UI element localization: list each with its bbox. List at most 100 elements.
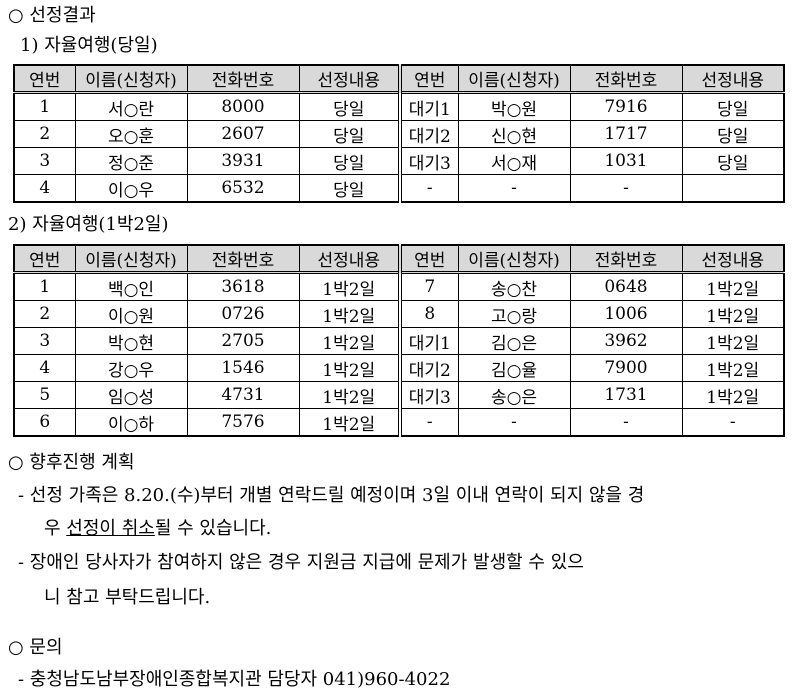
plan-line: 우 선정이 취소될 수 있습니다.	[44, 518, 271, 540]
table-cell: 이○원	[74, 300, 188, 328]
table-cell: 8	[398, 300, 459, 328]
table-cell: -	[569, 174, 683, 203]
table-cell: 1박2일	[681, 300, 785, 328]
table-cell: -	[569, 408, 683, 437]
table-cell: 대기3	[398, 147, 459, 175]
table-cell: 1731	[569, 381, 683, 409]
table-cell: 1박2일	[298, 300, 401, 328]
table-cell: 신○현	[457, 120, 571, 148]
table-cell: 대기2	[398, 354, 459, 382]
table-cell: 1	[13, 92, 76, 121]
table-cell: 1박2일	[681, 381, 785, 409]
table-cell: 2	[13, 300, 76, 328]
table-day-trip: 연번 이름(신청자) 전화번호 선정내용 연번 이름(신청자) 전화번호 선정내용 1 서○란 80…	[13, 64, 785, 203]
table-cell: 이○우	[74, 174, 188, 203]
table-cell: 4	[13, 354, 76, 382]
table-cell: 2705	[186, 327, 300, 355]
table-cell: 3931	[186, 147, 300, 175]
column-header: 이름(신청자)	[457, 64, 571, 94]
column-header: 선정내용	[681, 64, 785, 94]
text: 될 수 있습니다.	[154, 518, 272, 539]
table-cell: 당일	[681, 120, 785, 148]
table-cell: -	[457, 174, 571, 203]
table-cell: 당일	[298, 92, 401, 121]
column-header: 선정내용	[681, 244, 785, 274]
table-cell: 임○성	[74, 381, 188, 409]
table-cell: 당일	[298, 147, 401, 175]
column-header: 전화번호	[186, 244, 300, 274]
table-cell: 대기1	[398, 92, 459, 121]
table-row: 2 오○훈 2607 당일 대기2 신○현 1717 당일	[13, 120, 785, 148]
column-header: 전화번호	[186, 64, 300, 94]
table-cell: 3962	[569, 327, 683, 355]
table-cell: 당일	[298, 174, 401, 203]
column-header: 이름(신청자)	[74, 244, 188, 274]
text: 우	[44, 518, 67, 539]
section-title-inquiry: ○ 문의	[8, 637, 63, 658]
plan-line: - 선정 가족은 8.20.(수)부터 개별 연락드릴 예정이며 3일 이내 연…	[18, 485, 645, 506]
table-cell: 1박2일	[298, 272, 401, 301]
table-row: 3 박○현 2705 1박2일 대기1 김○은 3962 1박2일	[13, 327, 785, 355]
table-cell: 1박2일	[681, 272, 785, 301]
table-row: 3 정○준 3931 당일 대기3 서○재 1031 당일	[13, 147, 785, 175]
table-cell: 1546	[186, 354, 300, 382]
column-header: 연번	[13, 244, 76, 274]
table-cell: 1박2일	[298, 408, 401, 437]
header-row: 연번 이름(신청자) 전화번호 선정내용 연번 이름(신청자) 전화번호 선정내용	[13, 64, 785, 94]
section-title-results: ○ 선정결과	[8, 5, 96, 26]
table-cell: -	[398, 408, 459, 437]
table-cell: 6532	[186, 174, 300, 203]
underlined-text: 선정이 취소	[66, 518, 155, 539]
table-cell: 7576	[186, 408, 300, 437]
table-cell: 3	[13, 147, 76, 175]
table-cell: 1	[13, 272, 76, 301]
table-cell: 이○하	[74, 408, 188, 437]
table-row: 5 임○성 4731 1박2일 대기3 송○은 1731 1박2일	[13, 381, 785, 409]
table-cell: 4	[13, 174, 76, 203]
table-cell: 4731	[186, 381, 300, 409]
table-cell: 1006	[569, 300, 683, 328]
table-cell: 백○인	[74, 272, 188, 301]
table-cell: 2	[13, 120, 76, 148]
table-cell: 고○랑	[457, 300, 571, 328]
table-cell: 1박2일	[681, 354, 785, 382]
table-cell: 1717	[569, 120, 683, 148]
table-cell: 0726	[186, 300, 300, 328]
table-cell: 8000	[186, 92, 300, 121]
table-cell: 당일	[681, 147, 785, 175]
column-header: 전화번호	[569, 64, 683, 94]
table-cell: -	[398, 174, 459, 203]
column-header: 이름(신청자)	[457, 244, 571, 274]
table-cell: 3618	[186, 272, 300, 301]
column-header: 연번	[398, 244, 459, 274]
table-cell: 당일	[681, 92, 785, 121]
section-title-plan: ○ 향후진행 계획	[8, 452, 135, 473]
plan-line: 니 참고 부탁드립니다.	[44, 587, 211, 608]
table-cell: 송○찬	[457, 272, 571, 301]
table-cell: 대기1	[398, 327, 459, 355]
table-cell: 6	[13, 408, 76, 437]
table-cell: 1박2일	[681, 327, 785, 355]
column-header: 전화번호	[569, 244, 683, 274]
table-cell: 1박2일	[298, 354, 401, 382]
table-cell: 7900	[569, 354, 683, 382]
plan-line: - 장애인 당사자가 참여하지 않은 경우 지원금 지급에 문제가 발생할 수 …	[18, 552, 584, 573]
table2-title: 2) 자율여행(1박2일)	[8, 214, 169, 235]
column-header: 연번	[13, 64, 76, 94]
table-row: 4 강○우 1546 1박2일 대기2 김○율 7900 1박2일	[13, 354, 785, 382]
table-cell: 대기2	[398, 120, 459, 148]
table-cell: 당일	[298, 120, 401, 148]
table-row: 1 백○인 3618 1박2일 7 송○찬 0648 1박2일	[13, 272, 785, 301]
column-header: 연번	[398, 64, 459, 94]
column-header: 이름(신청자)	[74, 64, 188, 94]
table-cell: 1박2일	[298, 381, 401, 409]
header-row: 연번 이름(신청자) 전화번호 선정내용 연번 이름(신청자) 전화번호 선정내용	[13, 244, 785, 274]
table-cell: -	[681, 408, 785, 437]
table-cell: 대기3	[398, 381, 459, 409]
table-cell: 강○우	[74, 354, 188, 382]
table-cell: 0648	[569, 272, 683, 301]
table-row: 4 이○우 6532 당일 - - -	[13, 174, 785, 203]
table-row: 1 서○란 8000 당일 대기1 박○원 7916 당일	[13, 92, 785, 121]
table-cell: 박○현	[74, 327, 188, 355]
table-cell: 서○란	[74, 92, 188, 121]
